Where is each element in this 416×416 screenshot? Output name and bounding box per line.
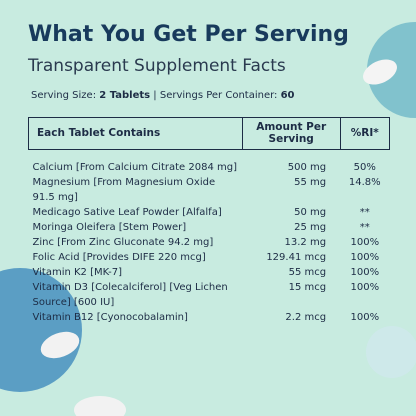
nutrient: Vitamin B12 [Cyonocobalamin] — [32, 312, 188, 324]
row: Zinc [From Zinc Gluconate 94.2 mg] 13.2 m… — [29, 235, 390, 250]
ri: 100% — [350, 282, 380, 294]
row: Magnesium [From Magnesium Oxide 91.5 mg]… — [29, 175, 390, 205]
amount: 129.41 mcg — [266, 252, 327, 264]
ri: ** — [359, 207, 370, 219]
ri: ** — [359, 222, 370, 234]
column-header: Each Tablet Contains — [28, 116, 243, 151]
pill — [363, 59, 397, 85]
nutrient: Folic Acid [Provides DIFE 220 mcg] — [32, 252, 206, 264]
ri: 100% — [350, 312, 380, 324]
separator: | — [153, 90, 157, 101]
row: Calcium [From Calcium Citrate 2084 mg] 50… — [29, 150, 390, 176]
amount: 13.2 mg — [284, 237, 327, 249]
header-row: Each Tablet Contains Amount Per Serving … — [28, 116, 391, 151]
amount: 50 mg — [294, 207, 327, 219]
ri: 100% — [350, 237, 380, 249]
nutrient: Calcium [From Calcium Citrate 2084 mg] — [32, 162, 238, 174]
ri: 100% — [350, 267, 380, 279]
row: Folic Acid [Provides DIFE 220 mcg] 129.41… — [29, 250, 390, 265]
title: What You Get Per Serving — [28, 22, 349, 47]
column-header: %RI* — [339, 116, 391, 151]
bubble — [366, 326, 416, 378]
table: Each Tablet Contains Amount Per Serving … — [28, 116, 391, 325]
amount: 25 mg — [294, 222, 327, 234]
row: Vitamin B12 [Cyonocobalamin] 2.2 mcg 100% — [29, 310, 390, 325]
pill — [40, 331, 80, 359]
row: Vitamin K2 [MK-7] 55 mcg 100% — [29, 265, 390, 280]
amount: 55 mg — [294, 177, 327, 189]
nutrient: Zinc [From Zinc Gluconate 94.2 mg] — [32, 237, 214, 249]
ri: 50% — [353, 162, 376, 174]
facts-table: Each Tablet Contains Amount Per Serving … — [28, 116, 391, 325]
row: Medicago Sative Leaf Powder [Alfalfa] 50 … — [29, 205, 390, 220]
sphere — [0, 268, 82, 392]
pill — [74, 396, 126, 416]
label: Serving Size: — [31, 90, 97, 101]
label: Servings Per Container: — [159, 90, 278, 101]
amount: 500 mg — [287, 162, 327, 174]
ri: 100% — [350, 252, 380, 264]
amount: 2.2 mcg — [285, 312, 327, 324]
nutrient: Moringa Oleifera [Stem Power] — [32, 222, 187, 234]
subtitle: Transparent Supplement Facts — [28, 56, 286, 76]
nutrient: Medicago Sative Leaf Powder [Alfalfa] — [32, 207, 222, 219]
value: 60 — [280, 90, 295, 101]
row: Moringa Oleifera [Stem Power] 25 mg ** — [29, 220, 390, 235]
row: Vitamin D3 [Colecalciferol] [Veg Lichen … — [29, 280, 390, 310]
ri: 14.8% — [348, 177, 381, 189]
nutrient: Vitamin K2 [MK-7] — [32, 267, 123, 279]
nutrient: Vitamin D3 [Colecalciferol] [Veg Lichen … — [32, 282, 228, 309]
serving-info: Serving Size: 2 Tablets | Servings Per C… — [31, 90, 295, 101]
value: 2 Tablets — [99, 90, 151, 101]
nutrient: Magnesium [From Magnesium Oxide 91.5 mg] — [32, 177, 216, 204]
amount: 55 mcg — [288, 267, 327, 279]
column-header: Amount Per Serving — [241, 116, 341, 151]
amount: 15 mcg — [288, 282, 327, 294]
